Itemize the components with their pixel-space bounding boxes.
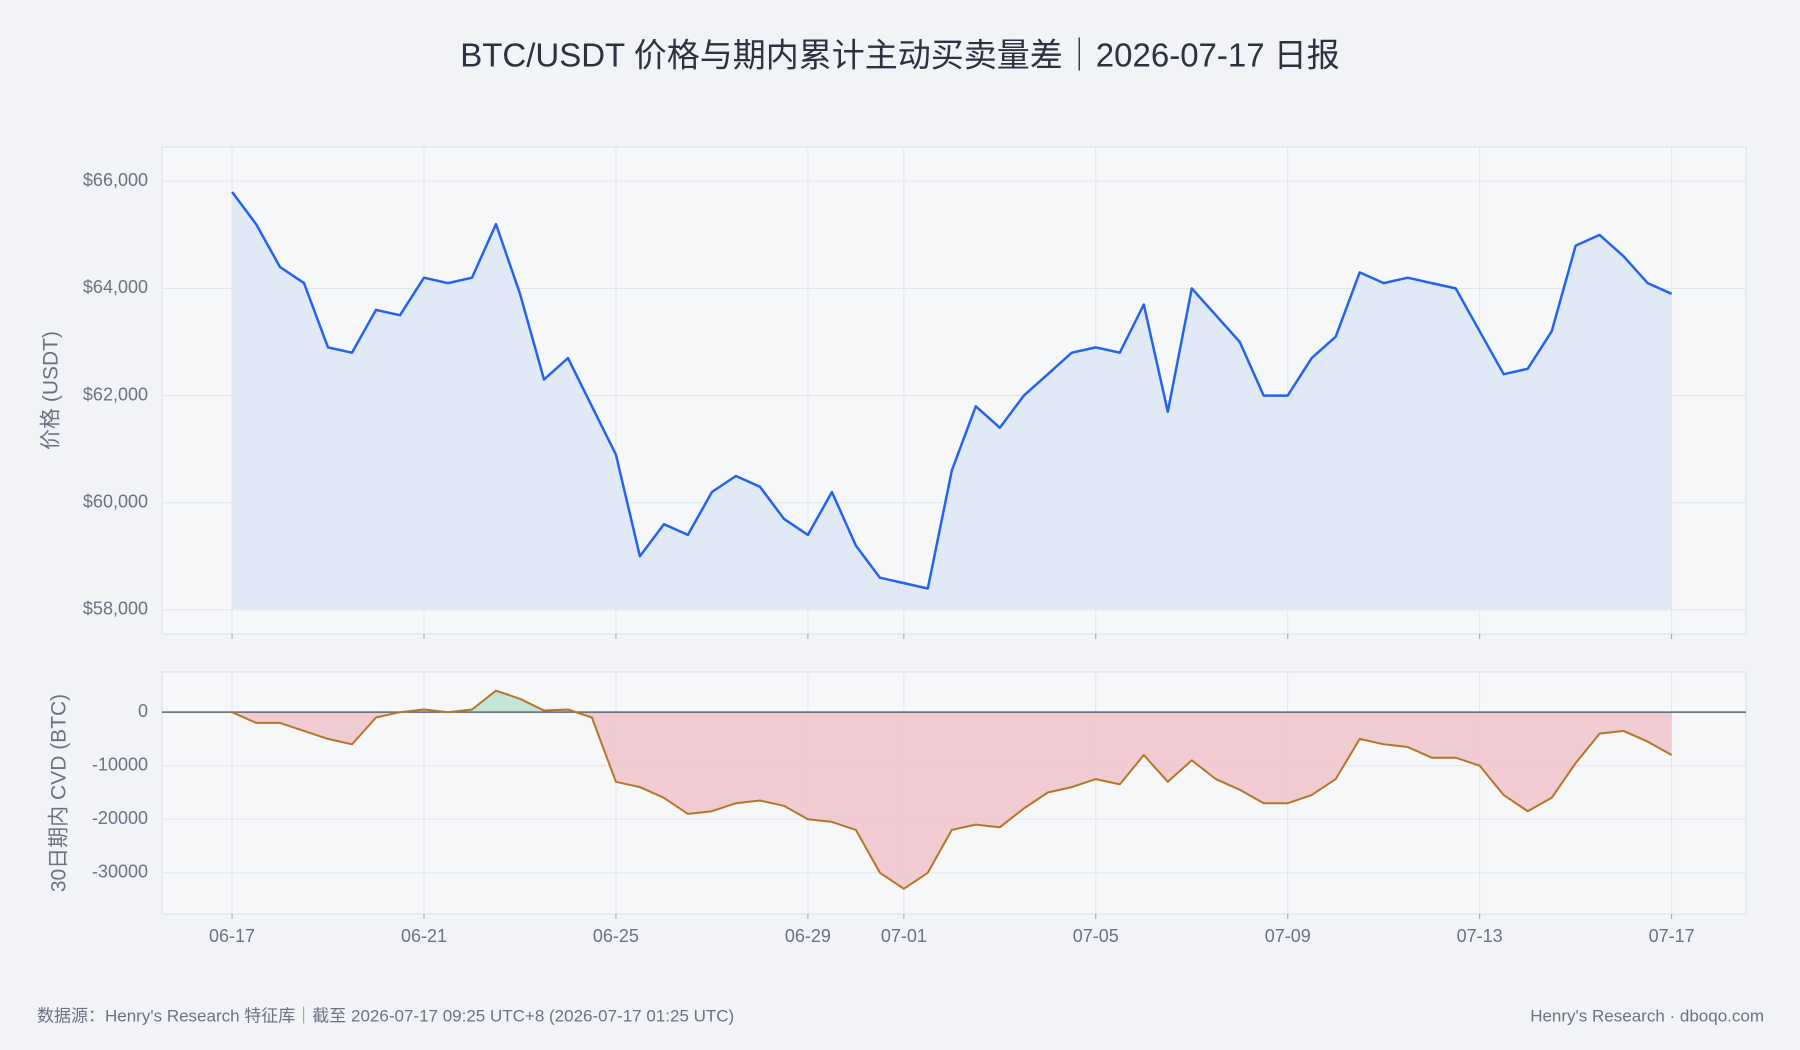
x-tick-label: 07-17 bbox=[1649, 926, 1695, 946]
x-tick-label: 07-01 bbox=[881, 926, 927, 946]
x-tick-label: 06-29 bbox=[785, 926, 831, 946]
area-fill bbox=[232, 192, 1672, 610]
x-tick-label: 06-25 bbox=[593, 926, 639, 946]
y-tick-label: $58,000 bbox=[83, 599, 148, 619]
price-line bbox=[231, 191, 1673, 590]
source-note: 数据源：Henry's Research 特征库｜截至 2026-07-17 0… bbox=[37, 1006, 734, 1025]
credit: Henry's Research · dboqo.com bbox=[1530, 1006, 1764, 1025]
area-fill bbox=[232, 712, 1672, 889]
x-tick-label: 06-21 bbox=[401, 926, 447, 946]
price-line bbox=[231, 689, 1673, 890]
chart-title: BTC/USDT 价格与期内累计主动买卖量差｜2026-07-17 日报 bbox=[460, 37, 1340, 74]
x-tick-label: 06-17 bbox=[209, 926, 255, 946]
y-tick-label: $64,000 bbox=[83, 277, 148, 297]
x-tick-label: 07-13 bbox=[1457, 926, 1503, 946]
x-tick-label: 07-05 bbox=[1073, 926, 1119, 946]
y-tick-label: $60,000 bbox=[83, 491, 148, 511]
y-tick-label: $62,000 bbox=[83, 384, 148, 404]
y-axis-label: 价格 (USDT) bbox=[40, 331, 63, 450]
area-fill bbox=[400, 690, 576, 713]
y-tick-label: -10000 bbox=[92, 754, 148, 774]
x-tick-label: 07-09 bbox=[1265, 926, 1311, 946]
y-tick-label: -30000 bbox=[92, 862, 148, 882]
y-tick-label: 0 bbox=[138, 701, 148, 721]
y-axis-label: 30日期内 CVD (BTC) bbox=[48, 694, 71, 892]
y-tick-label: $66,000 bbox=[83, 170, 148, 190]
y-tick-label: -20000 bbox=[92, 808, 148, 828]
